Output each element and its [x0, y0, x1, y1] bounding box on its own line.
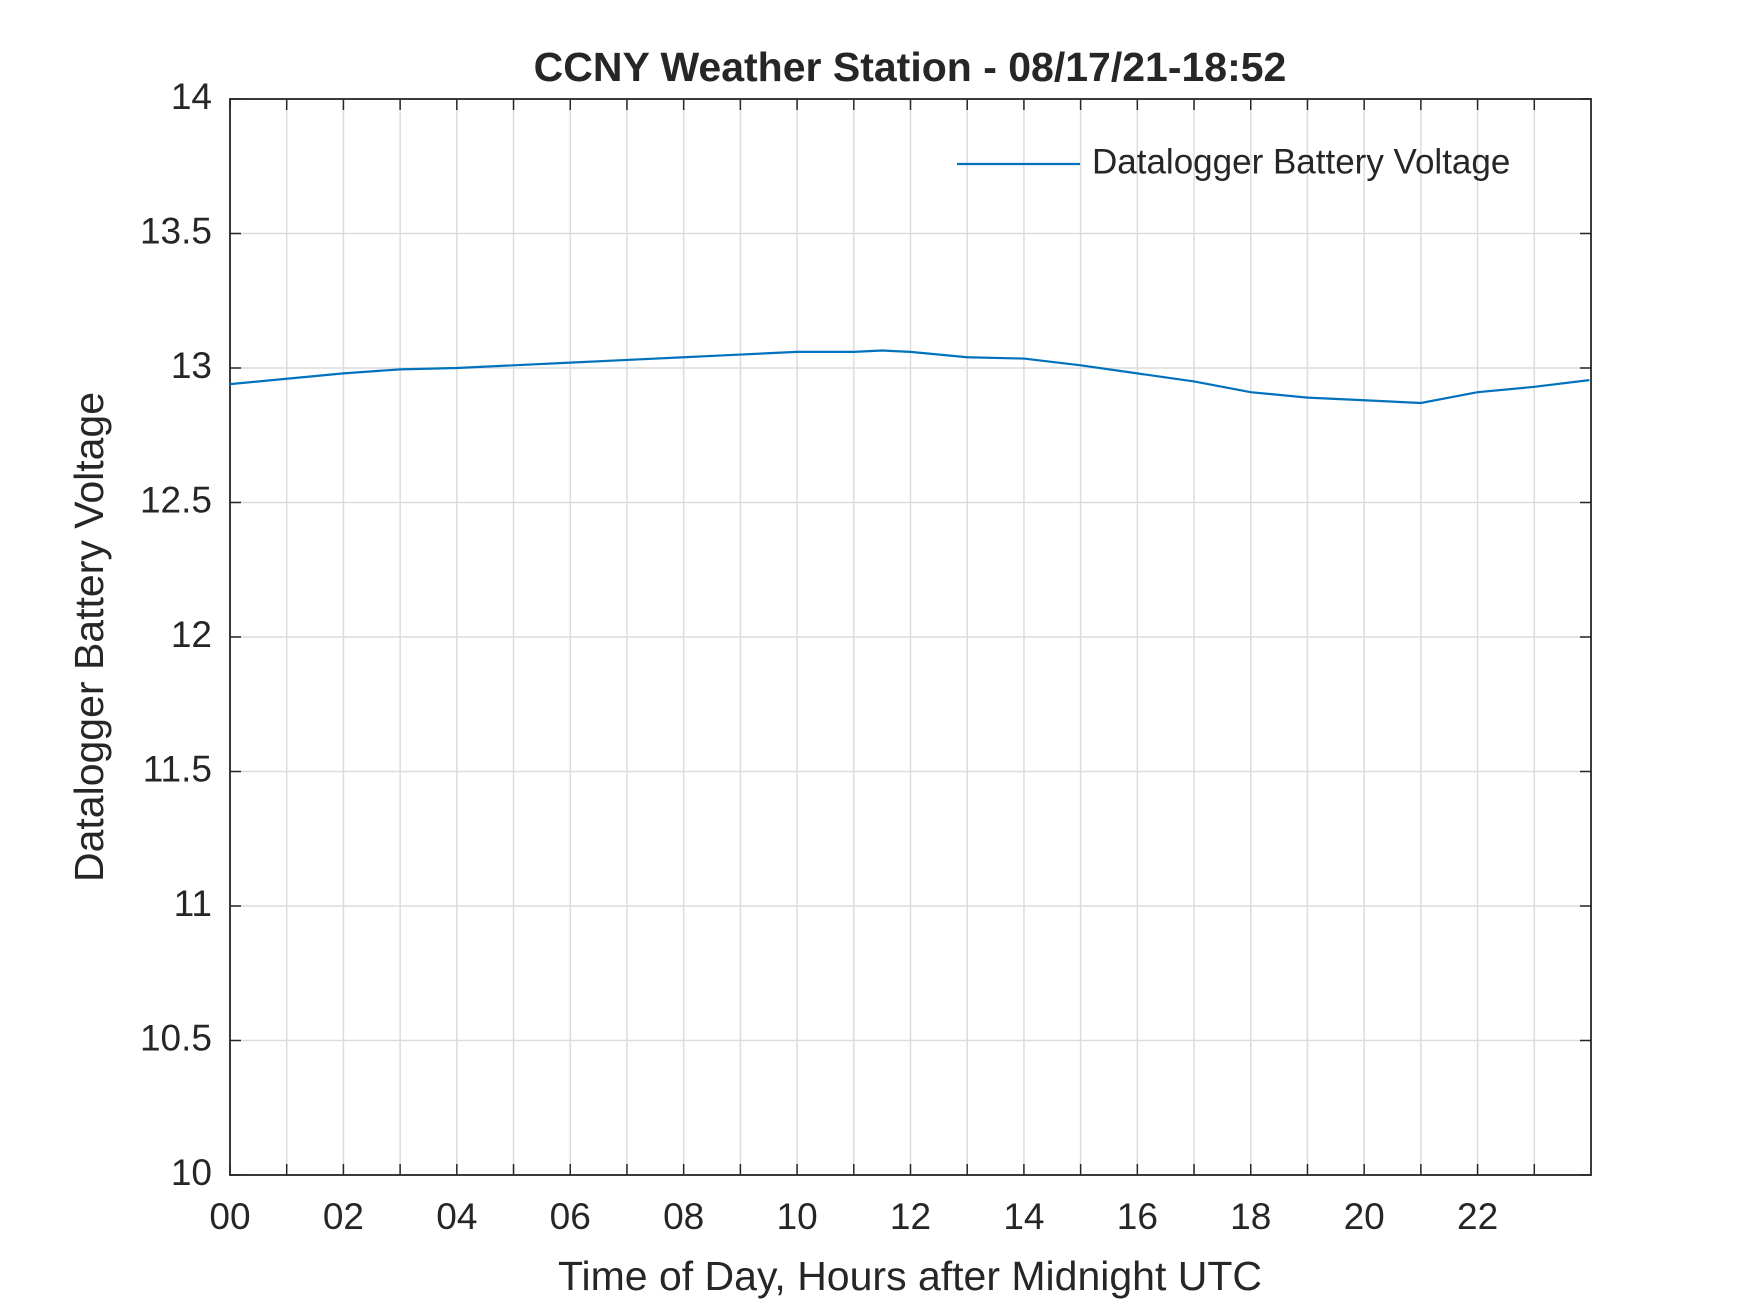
y-tick-label: 11.5 — [143, 748, 212, 789]
x-tick-label: 02 — [323, 1196, 364, 1237]
x-tick-label: 08 — [663, 1196, 704, 1237]
x-tick-label: 22 — [1457, 1196, 1498, 1237]
y-tick-label: 13 — [171, 345, 212, 386]
x-axis-label: Time of Day, Hours after Midnight UTC — [558, 1253, 1262, 1299]
x-tick-label: 00 — [209, 1196, 250, 1237]
y-axis-label: Datalogger Battery Voltage — [66, 392, 112, 882]
x-tick-label: 04 — [436, 1196, 477, 1237]
x-tick-label: 12 — [890, 1196, 931, 1237]
x-tick-label: 14 — [1003, 1196, 1044, 1237]
legend-label: Datalogger Battery Voltage — [1092, 142, 1510, 181]
data-line — [229, 349, 1590, 405]
y-tick-label: 14 — [171, 76, 212, 117]
y-tick-label: 10 — [171, 1152, 212, 1193]
y-tick-label: 11 — [174, 883, 212, 924]
plot-frame — [229, 98, 1592, 1176]
chart-title: CCNY Weather Station - 08/17/21-18:52 — [534, 44, 1287, 90]
y-tick-label: 13.5 — [140, 210, 212, 251]
x-tick-label: 16 — [1117, 1196, 1158, 1237]
x-tick-label: 18 — [1230, 1196, 1271, 1237]
x-tick-label: 10 — [777, 1196, 818, 1237]
y-tick-label: 10.5 — [140, 1017, 212, 1058]
y-tick-label: 12 — [171, 614, 212, 655]
y-tick-label: 12.5 — [140, 479, 212, 520]
x-tick-label: 06 — [550, 1196, 591, 1237]
x-tick-label: 20 — [1344, 1196, 1385, 1237]
